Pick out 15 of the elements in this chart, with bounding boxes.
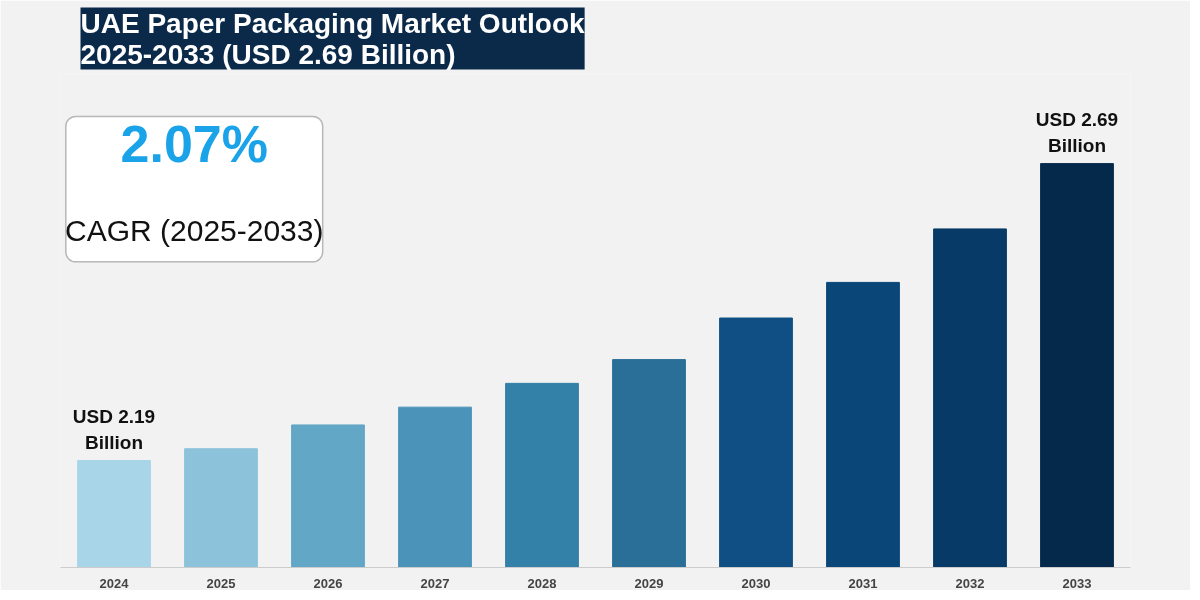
annotation: CAGR (2025-2033) xyxy=(65,214,324,248)
chart-title: UAE Paper Packaging Market Outlook 2025-2033 (USD 2.69 Billion) xyxy=(80,7,586,70)
annotation: 2.07% xyxy=(120,115,268,174)
x-tick-label: 2025 xyxy=(206,575,236,591)
x-tick-label: 2033 xyxy=(1062,575,1092,591)
x-tick-label: 2030 xyxy=(741,575,771,591)
x-tick-label: 2031 xyxy=(848,575,878,591)
x-tick-label: 2026 xyxy=(313,575,343,591)
data-label: USD 2.19 Billion xyxy=(72,406,156,453)
x-tick-label: 2027 xyxy=(420,575,450,591)
data-label: USD 2.69 Billion xyxy=(1035,109,1119,156)
x-tick-label: 2029 xyxy=(634,575,664,591)
x-tick-label: 2032 xyxy=(955,575,985,591)
x-tick-label: 2024 xyxy=(99,575,130,591)
x-tick-label: 2028 xyxy=(527,575,557,591)
